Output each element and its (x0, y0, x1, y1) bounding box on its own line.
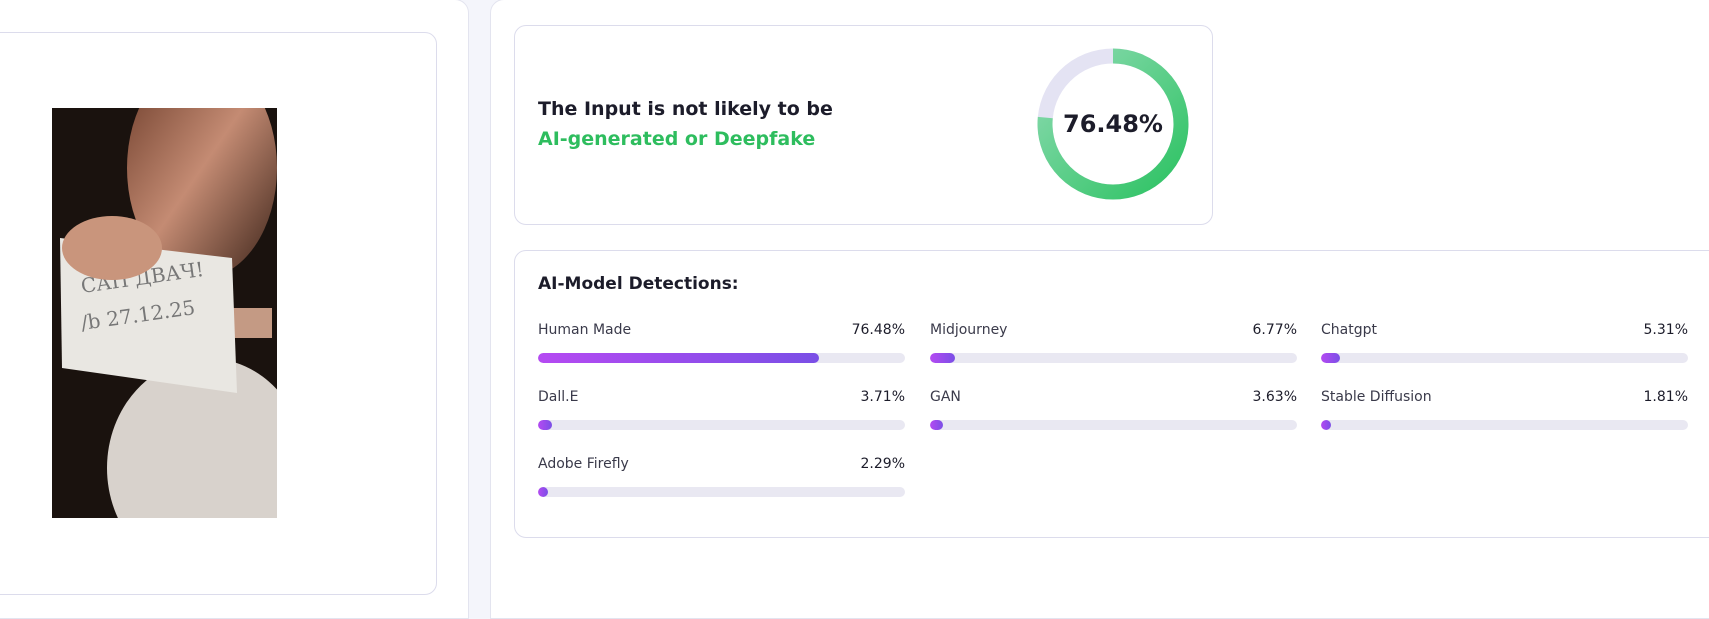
bar-track (930, 353, 1297, 363)
detections-title: AI-Model Detections: (538, 274, 739, 294)
bar (538, 353, 819, 363)
bar (1321, 353, 1341, 363)
model-name: Chatgpt (1321, 322, 1377, 338)
bar-track (1321, 353, 1688, 363)
model-percent: 3.63% (1252, 389, 1297, 405)
model-name: Human Made (538, 322, 632, 338)
bar-track (538, 353, 905, 363)
score-arc (1037, 48, 1189, 200)
model-name: Dall.E (538, 389, 579, 405)
model-percent: 5.31% (1643, 322, 1688, 338)
model-percent: 2.29% (860, 456, 905, 472)
bar (538, 420, 552, 430)
bar-track (538, 420, 905, 430)
result-line: The Input is not likely to be (538, 98, 833, 120)
result-verdict: AI-generated or Deepfake (538, 128, 816, 150)
model-name: Stable Diffusion (1321, 389, 1432, 405)
model-percent: 76.48% (851, 322, 905, 338)
model-name: GAN (930, 389, 961, 405)
bar-track (538, 487, 905, 497)
bar (930, 420, 944, 430)
model-name: Midjourney (930, 322, 1008, 338)
bar (1321, 420, 1331, 430)
model-name: Adobe Firefly (538, 456, 629, 472)
bar (930, 353, 955, 363)
score-label: 76.48% (1063, 110, 1163, 138)
score-donut: 76.48% (1037, 48, 1189, 200)
model-percent: 1.81% (1643, 389, 1688, 405)
bar-track (1321, 420, 1688, 430)
bar (538, 487, 548, 497)
bar-track (930, 420, 1297, 430)
model-percent: 6.77% (1252, 322, 1297, 338)
model-percent: 3.71% (860, 389, 905, 405)
photo: САП ДВАЧ! /b 27.12.25 (52, 108, 277, 518)
